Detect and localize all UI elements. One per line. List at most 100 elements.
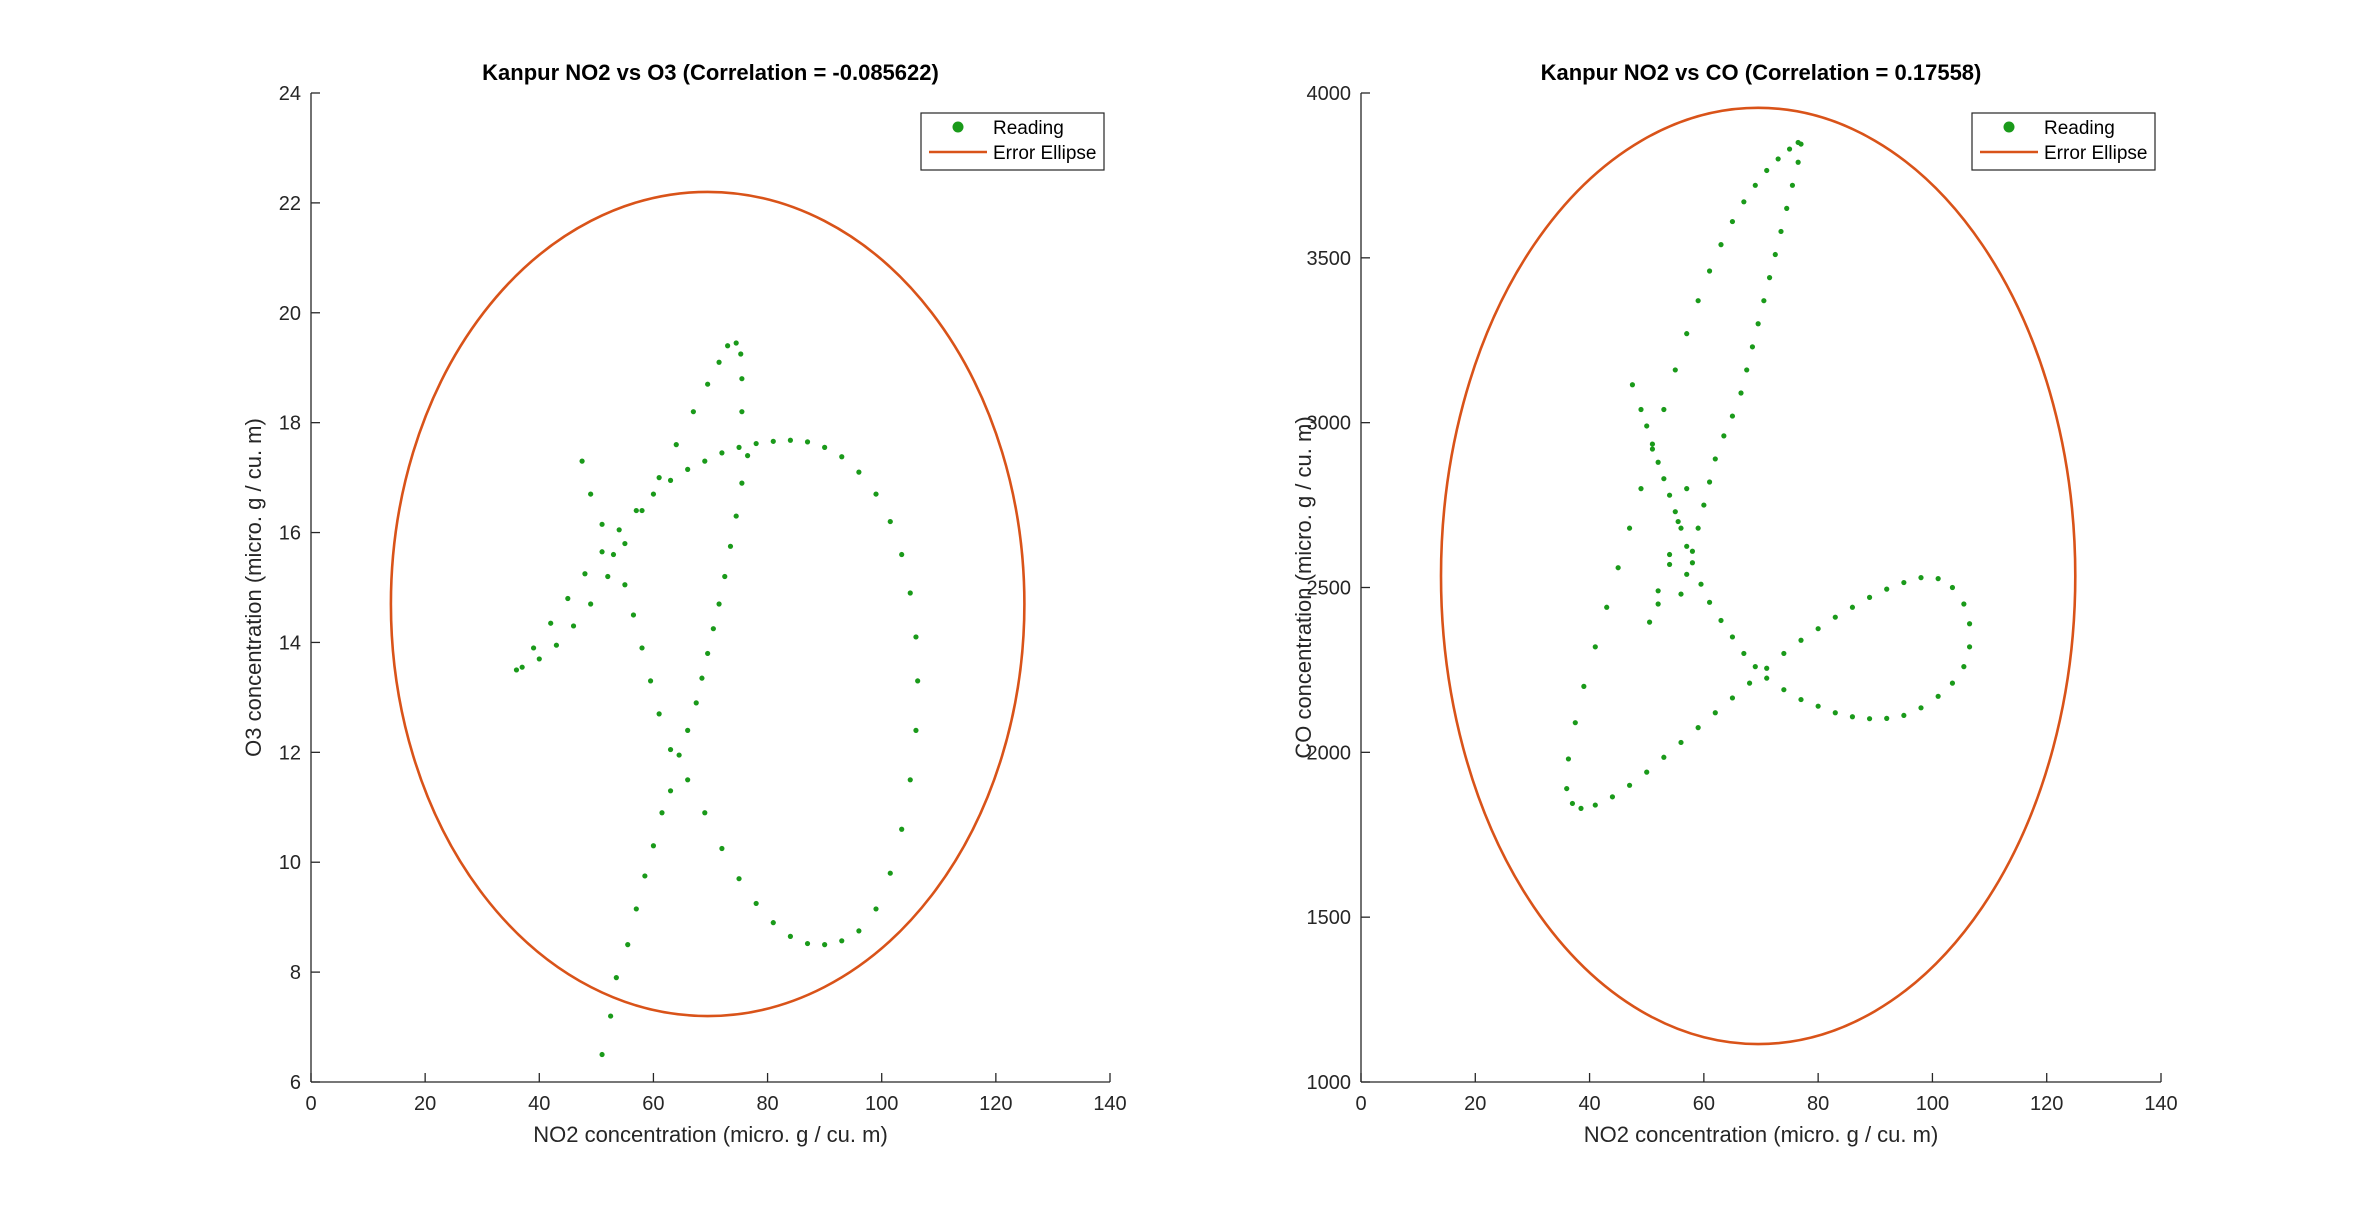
c0-reading-point [745,453,750,458]
c1-reading-point [1707,600,1712,605]
c1-reading-point [1901,580,1906,585]
c1-reading-point [1741,651,1746,656]
c0-reading-point [734,513,739,518]
c0-reading-point [668,788,673,793]
c1-reading-point [1661,755,1666,760]
c1-reading-point [1701,502,1706,507]
c0-x-tick-label: 80 [756,1093,778,1115]
c1-reading-point [1936,576,1941,581]
c1-reading-point [1573,720,1578,725]
c1-reading-point [1833,615,1838,620]
c0-reading-point [548,621,553,626]
c1-x-tick-label: 80 [1807,1093,1829,1115]
c1-reading-point [1833,710,1838,715]
c0-reading-point [565,596,570,601]
c0-reading-point [617,527,622,532]
c0-reading-point [839,938,844,943]
c1-reading-point [1798,697,1803,702]
c1-reading-point [1867,716,1872,721]
c0-reading-point [634,508,639,513]
c0-reading-point [716,601,721,606]
c0-legend-label: Reading [993,118,1064,139]
c0-reading-point [622,582,627,587]
c1-reading-point [1781,651,1786,656]
c1-reading-point [1678,740,1683,745]
c0-reading-point [856,470,861,475]
c1-reading-point [1667,493,1672,498]
c1-reading-point [1764,666,1769,671]
c1-reading-point [1936,694,1941,699]
c0-reading-point [873,491,878,496]
c0-x-tick-label: 40 [528,1093,550,1115]
c0-y-tick-label: 6 [290,1072,301,1094]
c1-reading-point [1918,705,1923,710]
c0-legend-marker-reading [953,122,964,133]
c1-reading-point [1850,605,1855,610]
c1-reading-point [1578,806,1583,811]
c1-reading-point [1753,664,1758,669]
c0-chart-title: Kanpur NO2 vs O3 (Correlation = -0.08562… [482,60,939,85]
c1-y-axis-label: CO concentration (micro. g / cu. m) [1291,416,1316,758]
c0-reading-point [668,478,673,483]
c0-reading-point [668,747,673,752]
c0-reading-point [677,752,682,757]
c1-reading-point [1690,560,1695,565]
c1-reading-point [1798,141,1803,146]
c1-reading-point [1684,572,1689,577]
c0-error-ellipse [391,192,1024,1016]
c0-reading-point [685,777,690,782]
c0-x-tick-label: 140 [1093,1093,1126,1115]
c0-reading-point [725,343,730,348]
c1-reading-point [1753,183,1758,188]
c1-reading-point [1593,644,1598,649]
c0-y-tick-label: 18 [279,413,301,435]
c0-x-tick-label: 60 [642,1093,664,1115]
c1-reading-point [1750,344,1755,349]
c1-y-tick-label: 4000 [1307,83,1352,105]
c0-reading-point [520,665,525,670]
c1-reading-point [1967,644,1972,649]
c0-reading-point [705,382,710,387]
c1-reading-point [1730,219,1735,224]
c1-reading-point [1684,486,1689,491]
c0-reading-point [822,445,827,450]
c1-reading-point [1764,168,1769,173]
c1-x-tick-label: 20 [1464,1093,1486,1115]
c0-reading-point [639,508,644,513]
c0-reading-point [599,1052,604,1057]
c1-reading-point [1790,183,1795,188]
c1-reading-point [1798,638,1803,643]
c1-reading-point [1884,716,1889,721]
c1-reading-point [1616,565,1621,570]
c1-reading-point [1684,544,1689,549]
c1-reading-point [1673,367,1678,372]
c0-reading-point [537,656,542,661]
c1-reading-point [1721,433,1726,438]
chart-panel-no2-vs-co: 0204060801001201401000150020002500300035… [1291,60,2178,1147]
c1-reading-point [1784,206,1789,211]
c1-x-tick-label: 140 [2144,1093,2177,1115]
c1-reading-point [1644,770,1649,775]
c1-reading-point [1638,486,1643,491]
c0-legend: ReadingError Ellipse [921,113,1104,170]
c1-y-tick-label: 3500 [1307,248,1352,270]
c0-reading-point [913,728,918,733]
c0-reading-point [608,1013,613,1018]
c0-reading-point [822,942,827,947]
c1-legend-label: Reading [2044,118,2115,139]
c0-reading-point [839,454,844,459]
c1-reading-point [1741,199,1746,204]
c1-reading-point [1707,268,1712,273]
c0-reading-point [711,626,716,631]
c1-legend: ReadingError Ellipse [1972,113,2155,170]
c0-reading-point [571,623,576,628]
c1-reading-point [1661,476,1666,481]
c1-reading-point [1950,585,1955,590]
c1-reading-point [1961,601,1966,606]
c1-x-tick-label: 100 [1916,1093,1949,1115]
c0-y-tick-label: 14 [279,632,301,654]
c1-reading-point [1630,382,1635,387]
c0-reading-point [611,552,616,557]
c1-reading-point [1566,756,1571,761]
c0-reading-point [702,459,707,464]
